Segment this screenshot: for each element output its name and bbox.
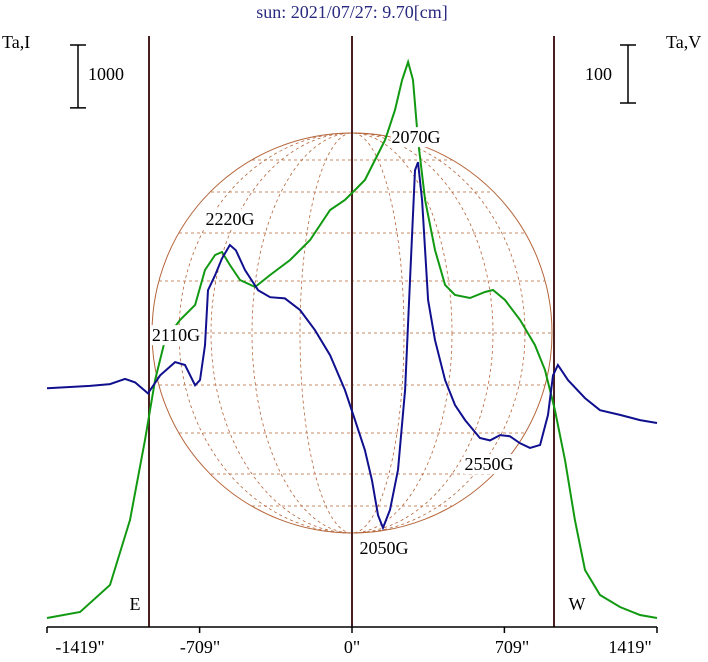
- data-line: [46, 58, 658, 619]
- annotation-background: [390, 127, 442, 148]
- annotation: E: [130, 594, 141, 614]
- annotation: 2050G: [360, 538, 409, 558]
- x-tick-label: -709": [180, 637, 220, 657]
- annotation: 2070G: [392, 127, 441, 147]
- annotation-background: [463, 454, 515, 475]
- annotation-background: [150, 325, 202, 346]
- annotation-background: [358, 538, 410, 559]
- x-tick-label: -1419": [55, 637, 104, 657]
- annotation-background: [128, 594, 142, 615]
- scale-bar: [70, 44, 86, 109]
- x-tick-label: 0": [344, 637, 360, 657]
- meridian: [210, 132, 494, 534]
- scale-bar: [620, 44, 636, 104]
- annotation-background: [204, 209, 256, 230]
- scale-bar-label: 100: [585, 64, 612, 84]
- x-tick-label: 709": [495, 637, 529, 657]
- annotation: 2110G: [152, 325, 200, 345]
- x-tick-label: 1419": [608, 637, 651, 657]
- annotation: W: [569, 594, 586, 614]
- annotation: 2220G: [206, 209, 255, 229]
- y-axis-label: Ta,I: [2, 32, 30, 52]
- annotation-background: [567, 594, 587, 615]
- y2-axis-label: Ta,V: [666, 32, 701, 52]
- data-line: [46, 161, 658, 531]
- scale-bar-label: 1000: [88, 64, 124, 84]
- annotation: 2550G: [465, 454, 514, 474]
- chart-title: sun: 2021/07/27: 9.70[cm]: [256, 2, 448, 22]
